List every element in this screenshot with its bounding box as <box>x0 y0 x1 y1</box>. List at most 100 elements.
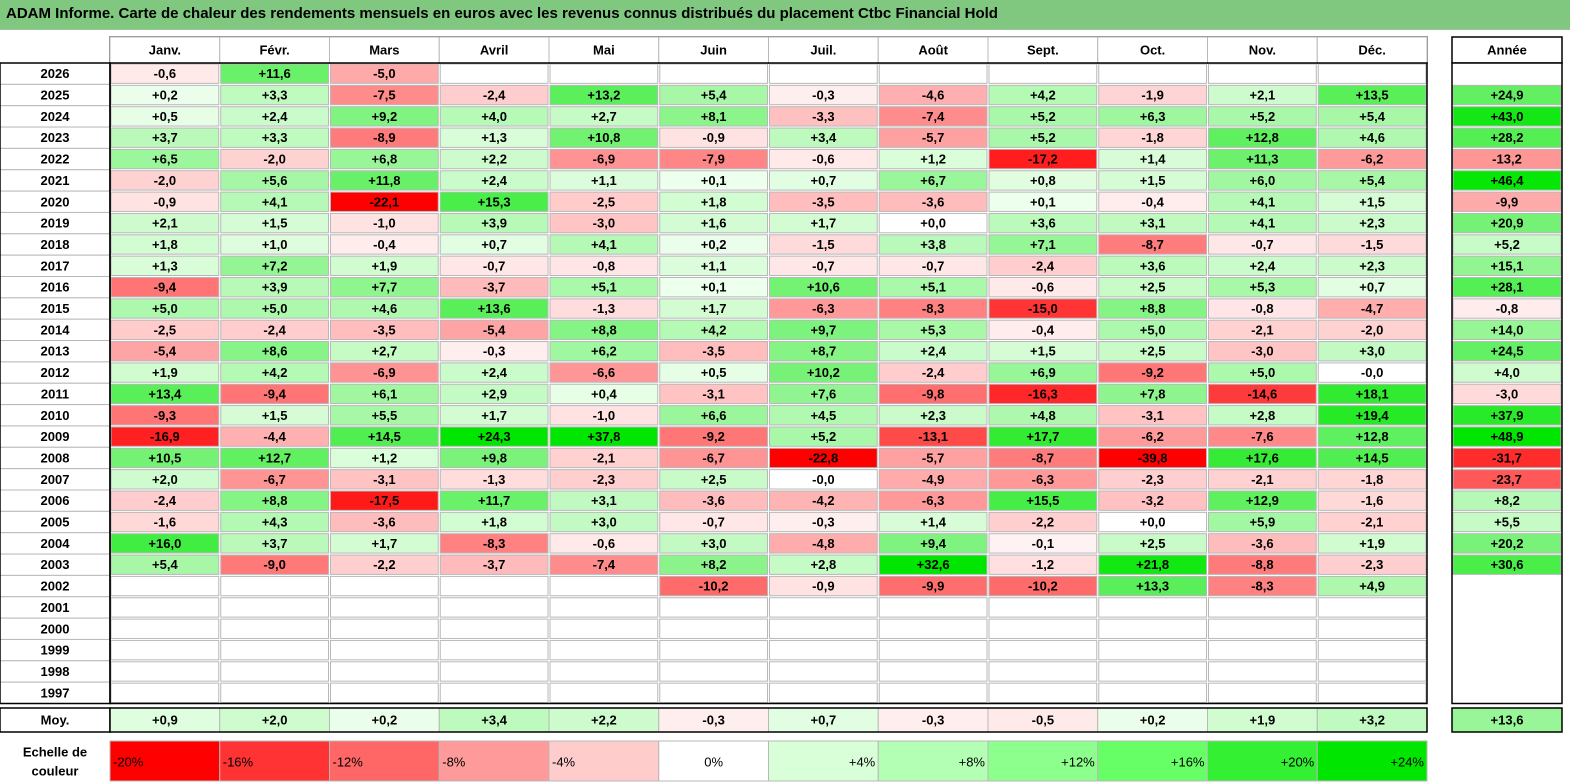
heatmap-cell <box>549 127 659 148</box>
heatmap-cell-value: -6,6 <box>593 365 615 380</box>
heatmap-cell <box>769 661 878 682</box>
heatmap-cell-value: -6,3 <box>922 493 944 508</box>
heatmap-cell <box>330 362 439 383</box>
heatmap-cell <box>330 554 439 575</box>
heatmap-cell-value: -0,6 <box>593 536 615 551</box>
heatmap-cell-value: +7,8 <box>1140 386 1166 401</box>
average-cell-value: -0,5 <box>1032 713 1054 728</box>
heatmap-cell-value: +5,9 <box>1250 515 1276 530</box>
heatmap-cell-value: +9,2 <box>372 109 398 124</box>
heatmap-cell <box>439 191 549 212</box>
heatmap-cell <box>549 212 659 234</box>
heatmap-cell <box>878 234 988 255</box>
heatmap-cell-value: +4,9 <box>1359 579 1385 594</box>
annual-cell <box>1452 362 1562 383</box>
year-label: 2000 <box>41 621 70 636</box>
heatmap-cell-value: +5,2 <box>1030 109 1056 124</box>
heatmap-cell-value: -2,3 <box>1141 472 1163 487</box>
month-header-label: Mars <box>369 43 399 58</box>
heatmap-cell-value: +3,0 <box>591 515 617 530</box>
heatmap-cell <box>659 405 768 426</box>
annual-cell-value: +15,1 <box>1491 258 1524 273</box>
heatmap-cell <box>549 618 659 639</box>
heatmap-cell <box>549 554 659 575</box>
annual-cell-value: +4,0 <box>1494 365 1520 380</box>
heatmap-cell-value: +6,6 <box>701 408 727 423</box>
heatmap-cell-value: +4,1 <box>1250 194 1276 209</box>
heatmap-cell <box>439 511 549 533</box>
heatmap-cell <box>1317 106 1427 127</box>
heatmap-cell-value: -17,5 <box>370 493 400 508</box>
heatmap-cell <box>110 533 220 554</box>
heatmap-cell <box>659 106 768 127</box>
heatmap-cell-value: +5,5 <box>372 408 398 423</box>
heatmap-cell-value: +10,2 <box>807 365 840 380</box>
heatmap-cell-value: +7,2 <box>262 258 288 273</box>
heatmap-cell-value: -2,3 <box>593 472 615 487</box>
heatmap-cell <box>439 298 549 319</box>
color-scale-stop-label: +20% <box>1281 755 1315 770</box>
heatmap-cell-value: +2,4 <box>262 109 288 124</box>
heatmap-cell <box>659 554 768 575</box>
heatmap-cell-value: -2,4 <box>154 493 177 508</box>
month-header-label: Avril <box>480 43 508 58</box>
heatmap-cell <box>1098 212 1207 234</box>
heatmap-cell <box>330 426 439 447</box>
heatmap-cell-value: +10,5 <box>148 450 181 465</box>
year-label: 2021 <box>41 173 70 188</box>
month-header-label: Août <box>918 43 948 58</box>
heatmap-cell <box>549 405 659 426</box>
annual-cell <box>1452 148 1562 170</box>
heatmap-cell <box>769 447 878 469</box>
year-label: 2024 <box>41 109 71 124</box>
year-label: 2017 <box>41 258 70 273</box>
heatmap-cell-value: -8,9 <box>373 130 395 145</box>
heatmap-cell-value: -7,5 <box>373 88 395 103</box>
heatmap-cell-value: -0,3 <box>812 515 834 530</box>
heatmap-cell-value: -6,9 <box>373 365 395 380</box>
average-cell <box>1207 707 1318 733</box>
heatmap-cell-value: -3,6 <box>1251 536 1273 551</box>
heatmap-cell <box>659 341 768 362</box>
heatmap-cell <box>549 575 659 597</box>
heatmap-cell <box>769 234 878 255</box>
annual-cell-value: +30,6 <box>1491 557 1524 572</box>
heatmap-cell <box>1208 127 1317 148</box>
heatmap-cell <box>110 383 220 405</box>
heatmap-cell <box>878 447 988 469</box>
year-label: 2015 <box>41 301 70 316</box>
heatmap-cell-value: +3,0 <box>701 536 727 551</box>
heatmap-cell <box>549 191 659 212</box>
heatmap-cell <box>1317 447 1427 469</box>
heatmap-cell <box>1317 661 1427 682</box>
heatmap-cell-value: +4,1 <box>262 194 288 209</box>
heatmap-cell-value: +1,4 <box>920 515 946 530</box>
heatmap-cell-value: +14,5 <box>368 429 401 444</box>
heatmap-cell <box>110 362 220 383</box>
heatmap-cell-value: +4,3 <box>262 515 288 530</box>
heatmap-cell-value: +2,3 <box>920 408 946 423</box>
heatmap-cell <box>439 106 549 127</box>
average-cell-value: +2,0 <box>262 713 288 728</box>
heatmap-cell-value: +6,5 <box>152 152 178 167</box>
month-header-label: Oct. <box>1140 43 1165 58</box>
heatmap-cell <box>1208 234 1317 255</box>
heatmap-cell <box>1098 490 1207 511</box>
year-label: 2025 <box>41 88 70 103</box>
annual-cell <box>1452 277 1562 298</box>
heatmap-cell-value: -2,1 <box>1251 472 1273 487</box>
heatmap-cell-value: +5,2 <box>1250 109 1276 124</box>
color-scale-swatch <box>109 740 221 782</box>
heatmap-cell <box>1317 490 1427 511</box>
heatmap-cell <box>220 191 329 212</box>
heatmap-cell <box>769 597 878 618</box>
heatmap-cell-value: +11,3 <box>1246 152 1278 167</box>
year-label: 2006 <box>41 493 70 508</box>
annual-cell <box>1452 298 1562 319</box>
heatmap-cell <box>769 575 878 597</box>
heatmap-cell <box>659 682 768 704</box>
heatmap-cell-value: -3,6 <box>373 515 395 530</box>
heatmap-cell-value: +2,8 <box>1250 408 1276 423</box>
heatmap-cell-value: +8,8 <box>591 322 617 337</box>
heatmap-cell-value: -5,4 <box>483 322 506 337</box>
